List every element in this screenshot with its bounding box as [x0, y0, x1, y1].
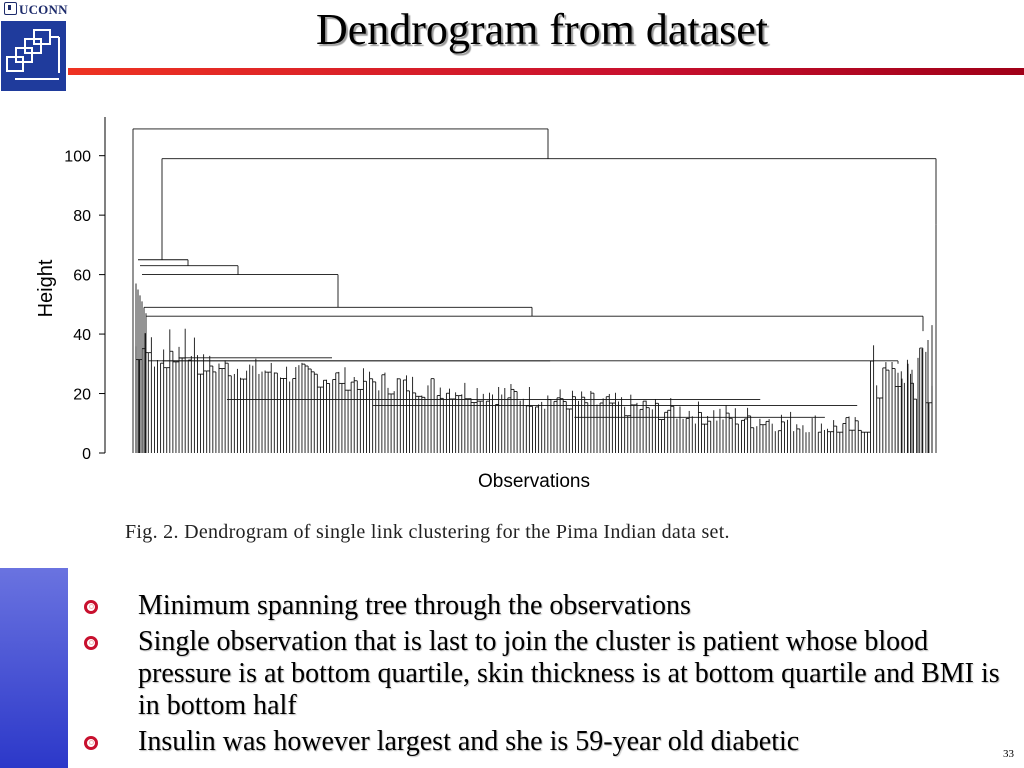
bullet-icon — [84, 636, 98, 650]
bullet-item: Single observation that is last to join … — [80, 626, 1020, 722]
y-tick-label: 40 — [73, 327, 91, 344]
x-axis-title: Observations — [478, 471, 590, 492]
y-tick-label: 0 — [82, 446, 91, 463]
bullet-item: Insulin was however largest and she is 5… — [80, 726, 1020, 758]
y-tick-label: 80 — [73, 208, 91, 225]
bullet-text: Single observation that is last to join … — [138, 626, 1000, 721]
bullet-item: Minimum spanning tree through the observ… — [80, 590, 1020, 622]
y-tick-label: 20 — [73, 387, 91, 404]
y-tick-label: 100 — [64, 149, 91, 166]
slide-title: Dendrogram from dataset — [315, 5, 769, 54]
y-axis-title: Height — [35, 259, 57, 317]
y-tick-label: 60 — [73, 268, 91, 285]
figure-caption: Fig. 2. Dendrogram of single link cluste… — [125, 521, 730, 543]
title-rule — [68, 68, 1024, 75]
bullet-text: Minimum spanning tree through the observ… — [138, 590, 691, 621]
bullet-icon — [84, 600, 98, 614]
bullet-icon — [84, 736, 98, 750]
bullet-text: Insulin was however largest and she is 5… — [138, 726, 800, 757]
page-number: 33 — [1003, 748, 1014, 760]
dendrogram-figure: 0 20 40 60 80 100 Height Observations — [20, 110, 1000, 550]
brand-text: UCONN — [19, 2, 68, 17]
dendrogram-chart: 0 20 40 60 80 100 Height Observations — [35, 117, 937, 492]
bullet-list: Minimum spanning tree through the observ… — [80, 590, 1020, 762]
stacked-boxes-icon — [6, 29, 60, 80]
uconn-seal-icon — [4, 2, 17, 15]
accent-bar — [0, 568, 68, 768]
department-logo — [1, 21, 66, 91]
uconn-wordmark: UCONN — [4, 2, 68, 18]
